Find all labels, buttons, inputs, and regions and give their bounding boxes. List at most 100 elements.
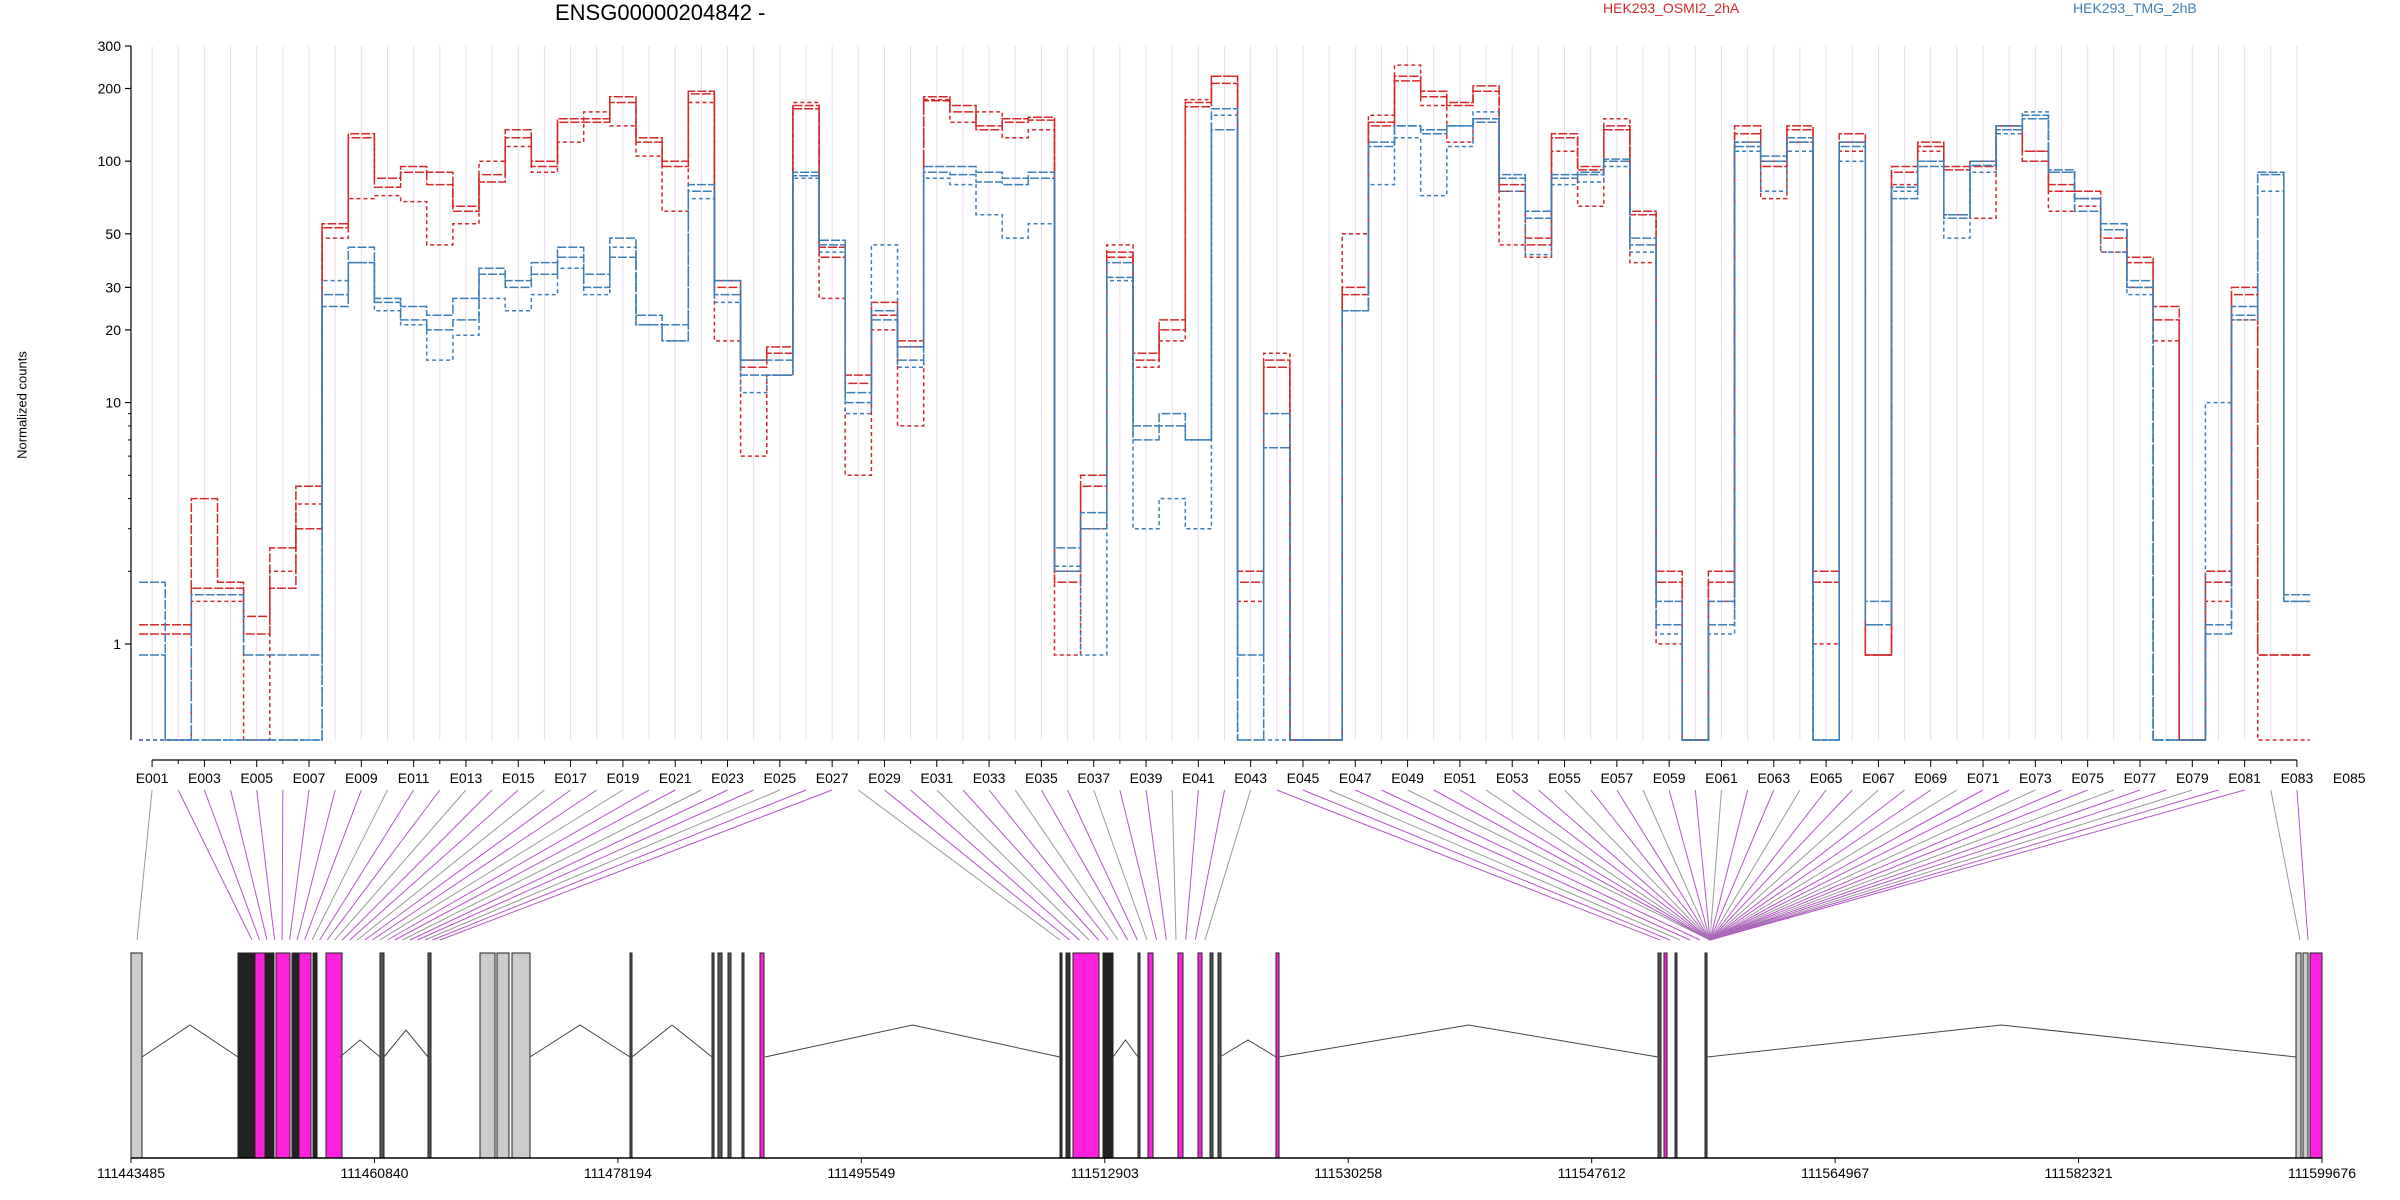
exon-link bbox=[1668, 789, 1711, 941]
exon-link bbox=[304, 789, 362, 941]
genome-position-label: 111460840 bbox=[340, 1165, 408, 1181]
exon-label: E073 bbox=[2019, 770, 2052, 786]
exon-label: E061 bbox=[1705, 770, 1738, 786]
exon-link bbox=[1709, 789, 2036, 941]
exon-block bbox=[1065, 952, 1071, 1159]
exon-block bbox=[1663, 952, 1668, 1159]
exon-label: E023 bbox=[711, 770, 744, 786]
exon-block bbox=[237, 952, 255, 1159]
intron-connector bbox=[1219, 1039, 1277, 1058]
exon-link bbox=[136, 789, 153, 941]
exon-link bbox=[1145, 789, 1167, 941]
exon-label: E063 bbox=[1757, 770, 1790, 786]
exon-link bbox=[1709, 789, 1801, 941]
exon-link bbox=[1204, 789, 1252, 941]
exon-link bbox=[349, 789, 519, 941]
exon-label: E067 bbox=[1862, 770, 1895, 786]
exon-label: E057 bbox=[1600, 770, 1633, 786]
exon-link bbox=[256, 789, 276, 941]
exon-label: E083 bbox=[2281, 770, 2314, 786]
exon-label: E051 bbox=[1444, 770, 1477, 786]
exon-link bbox=[319, 789, 415, 941]
y-tick-label: 300 bbox=[98, 38, 122, 54]
exon-label: E003 bbox=[188, 770, 221, 786]
exon-link bbox=[1485, 789, 1711, 941]
exon-link bbox=[1694, 789, 1711, 941]
exon-label: E081 bbox=[2228, 770, 2261, 786]
exon-label: E039 bbox=[1130, 770, 1163, 786]
genome-position-label: 111443485 bbox=[97, 1165, 165, 1181]
exon-link bbox=[1185, 789, 1199, 941]
intron-connector bbox=[529, 1024, 631, 1058]
exon-label: E049 bbox=[1391, 770, 1424, 786]
exon-link bbox=[884, 789, 1070, 941]
exon-block bbox=[479, 952, 496, 1159]
exon-link bbox=[1709, 789, 1932, 941]
exon-link bbox=[372, 789, 598, 941]
exon-label: E045 bbox=[1287, 770, 1320, 786]
exon-link bbox=[1709, 789, 1722, 941]
legend-tmg: HEK293_TMG_2hB bbox=[2073, 0, 2197, 16]
exon-link bbox=[1709, 789, 2114, 941]
exon-block bbox=[265, 952, 275, 1159]
y-tick-label: 200 bbox=[98, 81, 122, 97]
intron-connector bbox=[631, 1024, 713, 1058]
exon-link bbox=[230, 789, 268, 941]
exon-label: E075 bbox=[2071, 770, 2104, 786]
exon-link bbox=[1709, 789, 1984, 941]
exon-block bbox=[130, 952, 143, 1159]
genome-position-label: 111564967 bbox=[1801, 1165, 1869, 1181]
exon-link bbox=[1709, 789, 1958, 941]
exon-link bbox=[1171, 789, 1177, 941]
exon-block bbox=[2302, 952, 2309, 1159]
exon-link bbox=[962, 789, 1100, 941]
exon-label: E059 bbox=[1653, 770, 1686, 786]
exon-block bbox=[1657, 952, 1662, 1159]
exon-axis: E001 E003 E005 E007 E009 E011 E013 E015 E017 E019… bbox=[136, 759, 2366, 786]
exon-block bbox=[1059, 952, 1063, 1159]
exon-link bbox=[364, 789, 571, 941]
exon-label: E019 bbox=[607, 770, 640, 786]
exon-link bbox=[936, 789, 1090, 941]
exon-link bbox=[394, 789, 676, 941]
exon-label: E013 bbox=[450, 770, 483, 786]
intron-connector bbox=[383, 1029, 429, 1058]
exon-link bbox=[2270, 789, 2301, 941]
exon-block bbox=[1704, 952, 1708, 1159]
exon-link bbox=[1709, 789, 1905, 941]
exon-label: E077 bbox=[2124, 770, 2157, 786]
exon-link bbox=[1709, 789, 2062, 941]
exon-label: E065 bbox=[1810, 770, 1843, 786]
exon-link bbox=[281, 789, 284, 941]
exon-link bbox=[1093, 789, 1148, 941]
exon-label: E069 bbox=[1914, 770, 1947, 786]
exon-link bbox=[356, 789, 545, 941]
exon-block bbox=[298, 952, 312, 1159]
exon-block bbox=[379, 952, 385, 1159]
exon-label: E071 bbox=[1967, 770, 2000, 786]
y-tick-label: 1 bbox=[113, 636, 121, 652]
exon-link bbox=[1709, 789, 2010, 941]
intron-connector bbox=[1278, 1024, 1659, 1058]
legend-osmi2: HEK293_OSMI2_2hA bbox=[1603, 0, 1740, 16]
exon-label: E053 bbox=[1496, 770, 1529, 786]
tmg-replicate-line-4 bbox=[139, 114, 2310, 741]
exon-block bbox=[427, 952, 432, 1159]
exon-link bbox=[910, 789, 1080, 941]
exon-block bbox=[1137, 952, 1141, 1159]
exon-link bbox=[1433, 789, 1711, 941]
exon-link bbox=[432, 789, 807, 941]
exon-block bbox=[511, 952, 531, 1159]
exon-label: E017 bbox=[554, 770, 587, 786]
exon-block bbox=[312, 952, 318, 1159]
exon-link bbox=[387, 789, 650, 941]
exon-link bbox=[1328, 789, 1681, 941]
gene-title: ENSG00000204842 - bbox=[555, 0, 766, 25]
exon-link bbox=[988, 789, 1109, 941]
exon-link bbox=[439, 789, 833, 941]
exon-link bbox=[1040, 789, 1129, 941]
intron-connector bbox=[764, 1024, 1061, 1058]
exon-block bbox=[2309, 952, 2323, 1159]
exon-link bbox=[1407, 789, 1711, 941]
exon-block bbox=[1217, 952, 1222, 1159]
